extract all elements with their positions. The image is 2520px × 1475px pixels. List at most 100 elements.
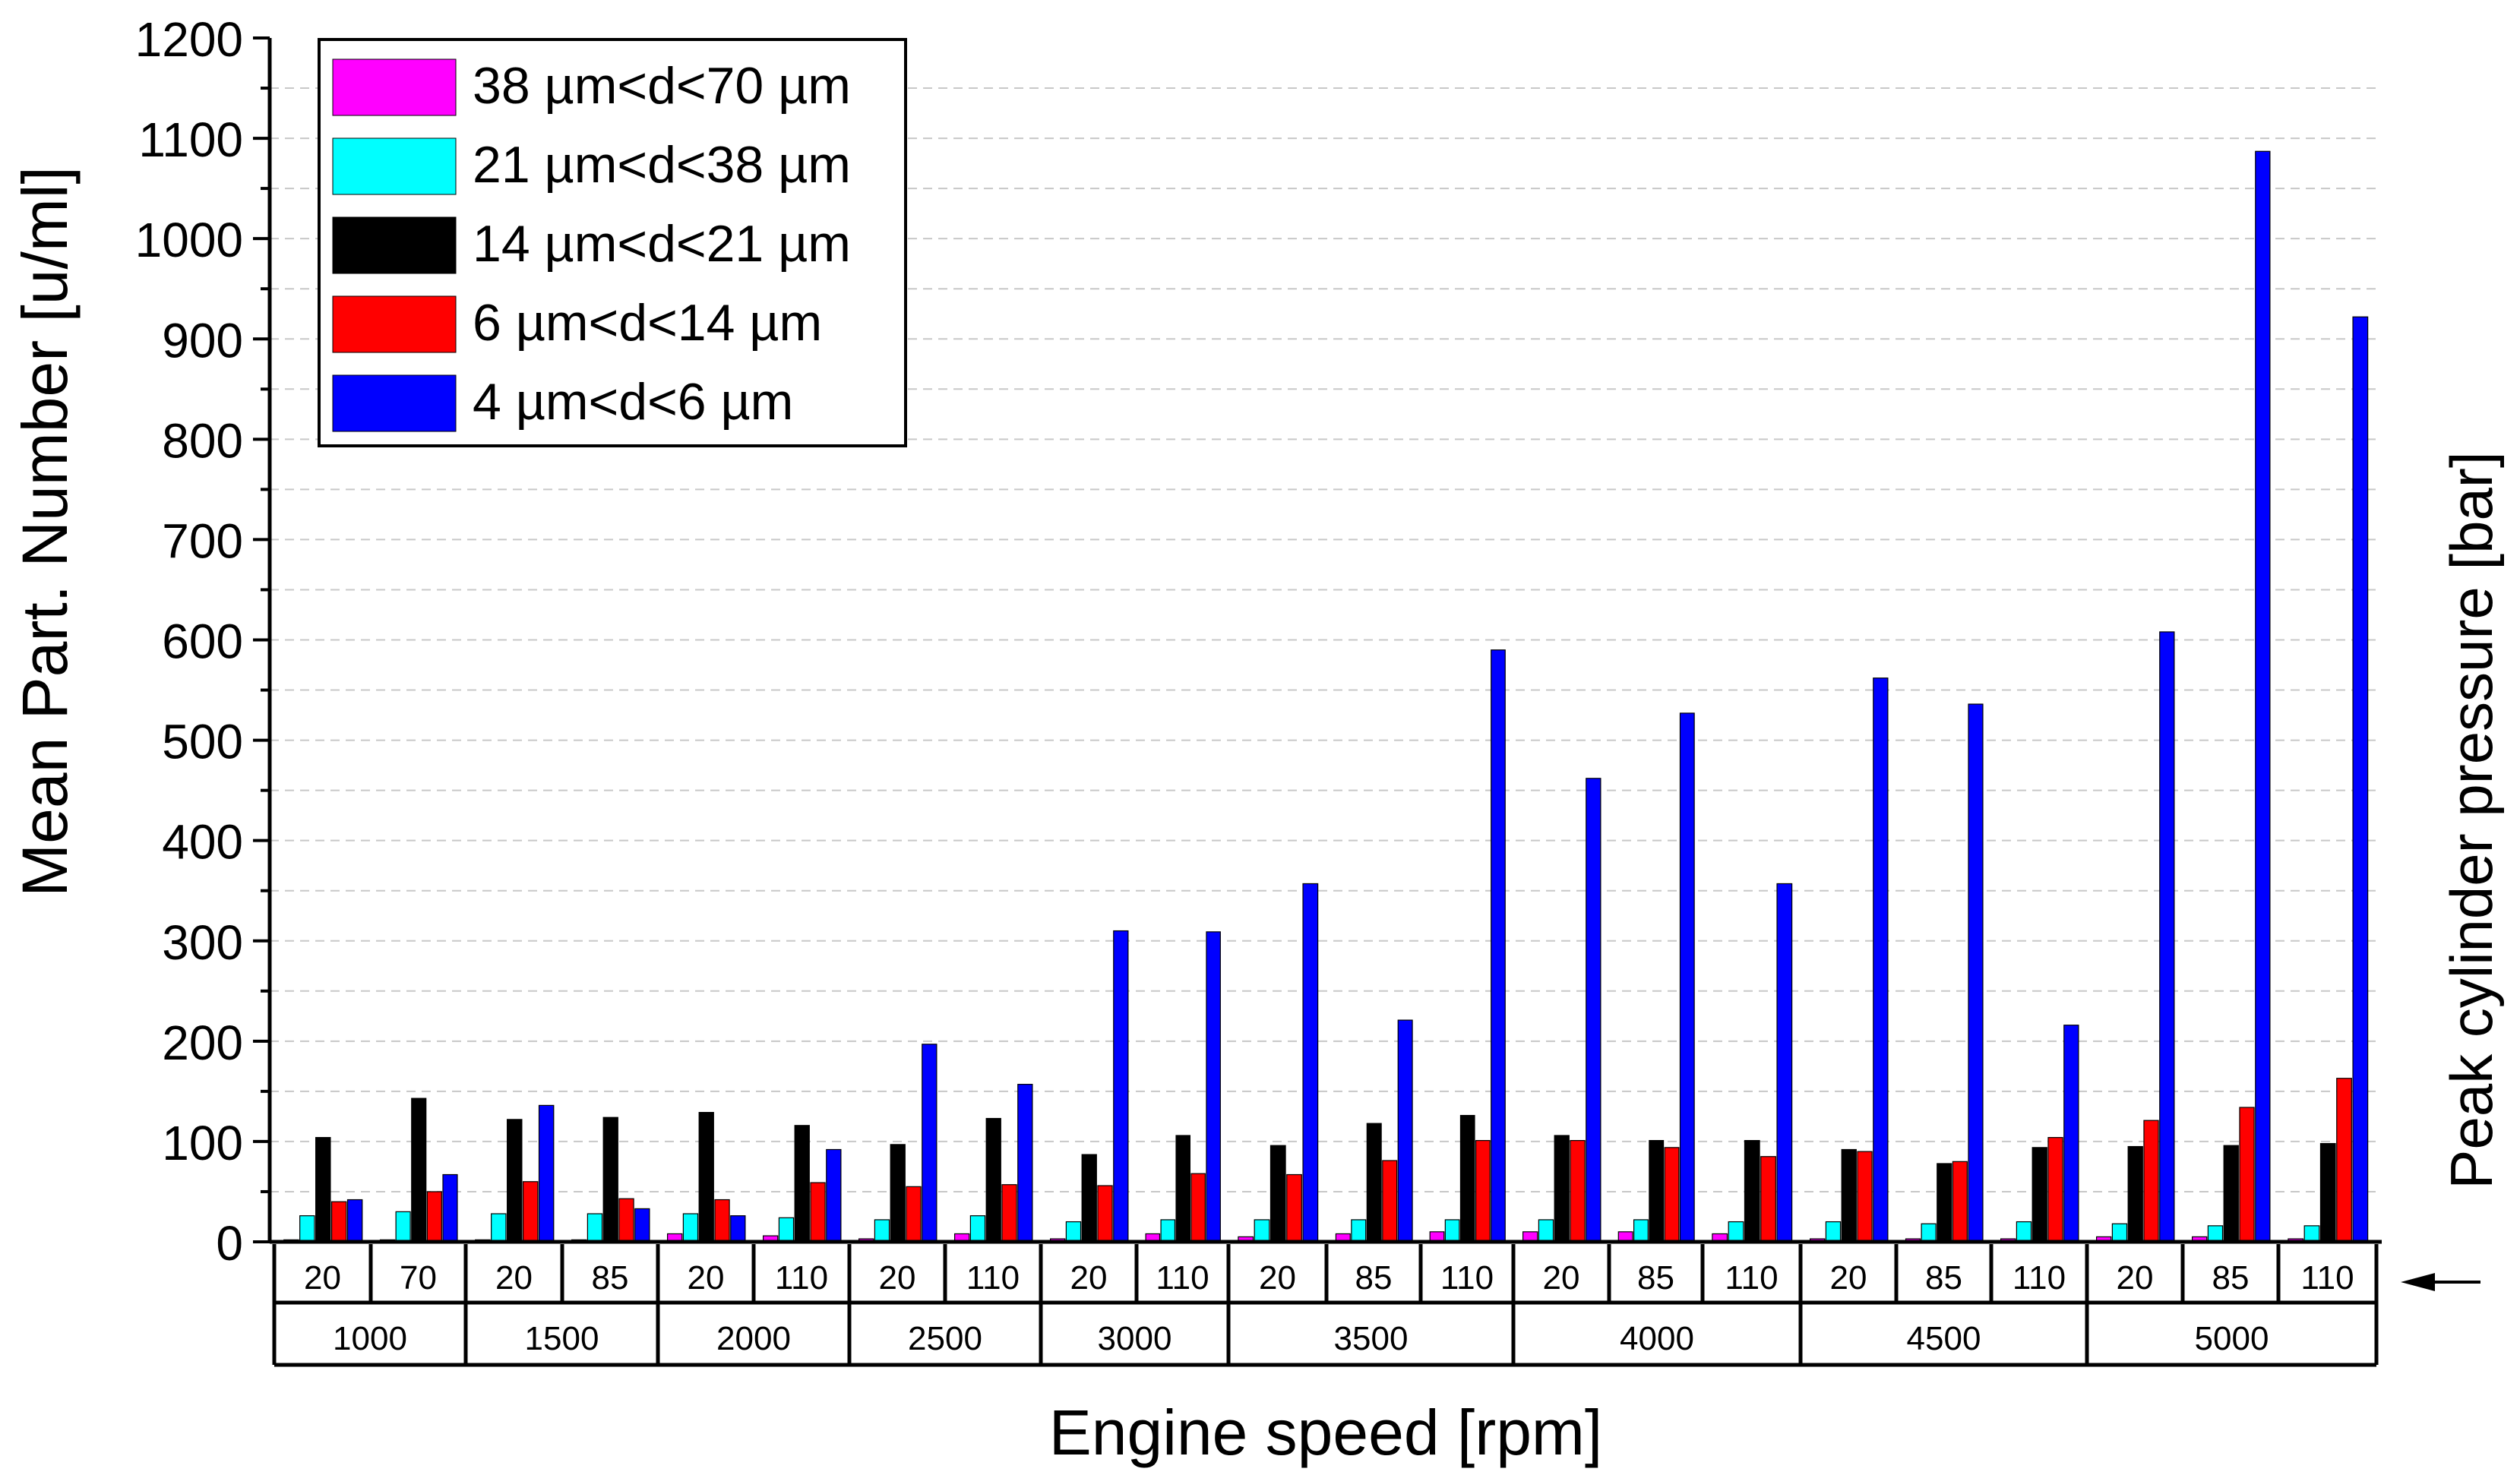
pressure-label: 20 xyxy=(1830,1259,1867,1297)
pressure-label: 110 xyxy=(1725,1259,1778,1297)
pressure-label: 110 xyxy=(1156,1259,1209,1297)
pressure-label: 20 xyxy=(304,1259,341,1297)
bar-ff0000-3 xyxy=(618,1198,634,1243)
pressure-label: 85 xyxy=(2212,1259,2250,1297)
bar-ff0000-12 xyxy=(1475,1139,1491,1243)
secondary-axis-label: Peak cylinder pressure [bar] xyxy=(2438,451,2505,1189)
bar-0000ff-19 xyxy=(2159,631,2175,1243)
y-tick-label: 300 xyxy=(162,915,243,970)
bar-0000ff-21 xyxy=(2352,316,2369,1243)
bar-00ffff-10 xyxy=(1254,1219,1270,1243)
y-tick-label: 1200 xyxy=(135,12,243,67)
bar-ff0000-16 xyxy=(1857,1151,1873,1243)
speed-label: 5000 xyxy=(2195,1320,2269,1357)
y-tick-label: 1100 xyxy=(138,112,243,167)
bar-ff0000-4 xyxy=(714,1199,730,1243)
bar-000000-16 xyxy=(1841,1148,1857,1243)
speed-label: 1500 xyxy=(525,1320,599,1357)
bar-ff0000-17 xyxy=(1952,1161,1968,1243)
bar-00ffff-8 xyxy=(1065,1221,1082,1243)
bar-000000-1 xyxy=(411,1098,427,1243)
bar-00ffff-7 xyxy=(969,1215,986,1243)
x-axis-label: Engine speed [rpm] xyxy=(1049,1397,1602,1468)
bar-000000-10 xyxy=(1269,1145,1286,1243)
y-tick-label: 500 xyxy=(162,715,243,769)
bar-0000ff-3 xyxy=(634,1208,650,1243)
bar-ff0000-8 xyxy=(1097,1185,1113,1243)
bar-00ffff-11 xyxy=(1351,1219,1367,1243)
y-tick-label: 800 xyxy=(162,413,243,468)
bar-0000ff-10 xyxy=(1302,883,1319,1243)
pressure-label: 110 xyxy=(2300,1259,2354,1297)
y-axis-label: Mean Part. Number [u/ml] xyxy=(9,166,81,897)
bar-00ffff-5 xyxy=(778,1217,795,1243)
bar-000000-21 xyxy=(2319,1142,2336,1243)
bar-0000ff-5 xyxy=(826,1148,842,1243)
bar-00ffff-4 xyxy=(682,1213,699,1243)
legend-swatch xyxy=(332,374,457,432)
bar-000000-9 xyxy=(1175,1135,1190,1243)
y-tick-label: 900 xyxy=(162,313,243,368)
bar-ff0000-5 xyxy=(810,1182,826,1243)
bar-ff0000-1 xyxy=(426,1191,442,1243)
bar-ff0000-10 xyxy=(1286,1173,1302,1243)
bar-000000-7 xyxy=(985,1117,1001,1243)
y-tick-label: 1000 xyxy=(135,213,243,267)
bar-0000ff-12 xyxy=(1491,649,1506,1243)
bar-000000-8 xyxy=(1081,1154,1097,1243)
speed-label: 3000 xyxy=(1098,1320,1172,1357)
legend-label: 6 µm<d<14 µm xyxy=(473,294,822,352)
bar-00ffff-9 xyxy=(1160,1219,1176,1243)
y-tick-label: 200 xyxy=(162,1015,243,1070)
bar-0000ff-0 xyxy=(346,1199,363,1243)
bar-ff0000-0 xyxy=(330,1201,347,1243)
legend: 38 µm<d<70 µm 21 µm<d<38 µm 14 µm<d<21 µm 6… xyxy=(318,38,907,447)
y-tick-label: 600 xyxy=(162,614,243,669)
pressure-label: 20 xyxy=(688,1259,725,1297)
bar-000000-13 xyxy=(1554,1135,1570,1243)
bar-00ffff-6 xyxy=(874,1219,890,1243)
legend-swatch xyxy=(332,58,457,116)
pressure-label: 85 xyxy=(1355,1259,1393,1297)
bar-0000ff-4 xyxy=(730,1215,746,1243)
y-tick-label: 0 xyxy=(216,1216,243,1271)
bar-000000-12 xyxy=(1459,1114,1475,1243)
bar-ff0000-20 xyxy=(2239,1107,2255,1243)
pressure-label: 20 xyxy=(1543,1259,1580,1297)
bar-000000-17 xyxy=(1937,1163,1952,1243)
pressure-label: 110 xyxy=(1440,1259,1494,1297)
bar-ff0000-2 xyxy=(522,1181,539,1243)
speed-label: 3500 xyxy=(1334,1320,1409,1357)
legend-label: 14 µm<d<21 µm xyxy=(473,215,851,273)
bar-00ffff-3 xyxy=(587,1213,603,1243)
pressure-label: 85 xyxy=(1637,1259,1674,1297)
bar-00ffff-0 xyxy=(299,1215,315,1243)
bar-00ffff-2 xyxy=(491,1213,507,1243)
bar-00ffff-21 xyxy=(2303,1225,2320,1243)
bar-00ffff-19 xyxy=(2111,1223,2128,1243)
legend-swatch xyxy=(332,295,457,353)
bar-000000-3 xyxy=(602,1117,618,1243)
bar-000000-15 xyxy=(1744,1139,1760,1243)
bar-ff0000-18 xyxy=(2047,1137,2063,1243)
bar-0000ff-14 xyxy=(1679,712,1695,1243)
pressure-label: 20 xyxy=(2117,1259,2154,1297)
legend-swatch xyxy=(332,137,457,195)
bar-000000-4 xyxy=(698,1112,714,1243)
bar-ff0000-7 xyxy=(1001,1184,1017,1243)
pressure-label: 110 xyxy=(775,1259,828,1297)
bar-000000-14 xyxy=(1649,1139,1665,1243)
bar-00ffff-18 xyxy=(2016,1221,2032,1243)
bar-ff0000-9 xyxy=(1190,1173,1206,1243)
speed-label: 4000 xyxy=(1620,1320,1694,1357)
pressure-label: 110 xyxy=(2013,1259,2066,1297)
y-tick-label: 700 xyxy=(162,513,243,568)
y-axis: 0 100 200 300 400 500 600 700 800 900 1000 1100 1200 xyxy=(135,12,270,1271)
bar-0000ff-13 xyxy=(1586,778,1601,1243)
speed-label: 2000 xyxy=(716,1320,791,1357)
bar-000000-20 xyxy=(2223,1145,2239,1243)
bar-000000-6 xyxy=(890,1144,906,1243)
pressure-label: 20 xyxy=(495,1259,533,1297)
bar-00ffff-16 xyxy=(1825,1221,1842,1243)
bar-00ffff-14 xyxy=(1633,1219,1649,1243)
